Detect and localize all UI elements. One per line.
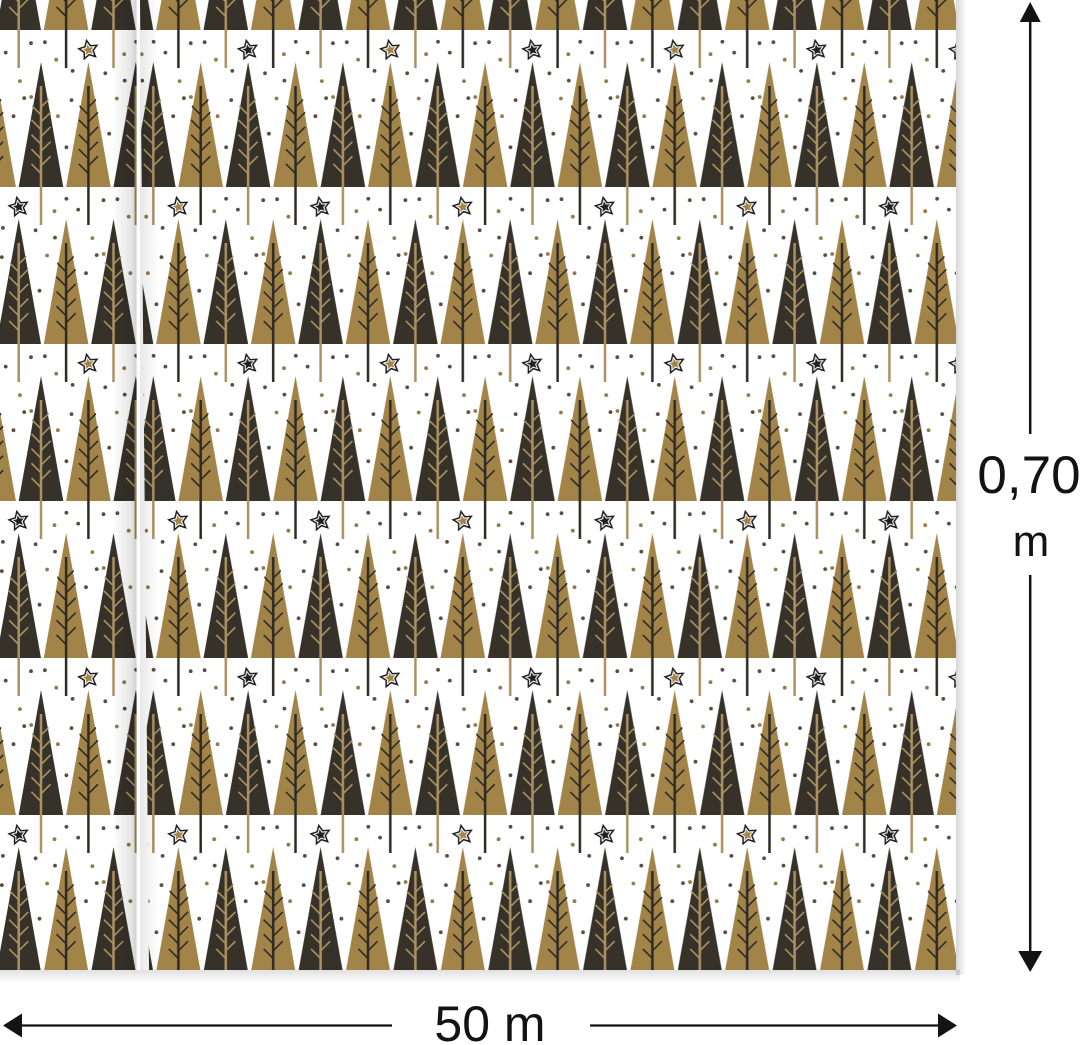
svg-text:50 m: 50 m xyxy=(434,996,545,1045)
svg-text:0,70: 0,70 xyxy=(977,446,1080,505)
svg-text:m: m xyxy=(1013,517,1050,566)
